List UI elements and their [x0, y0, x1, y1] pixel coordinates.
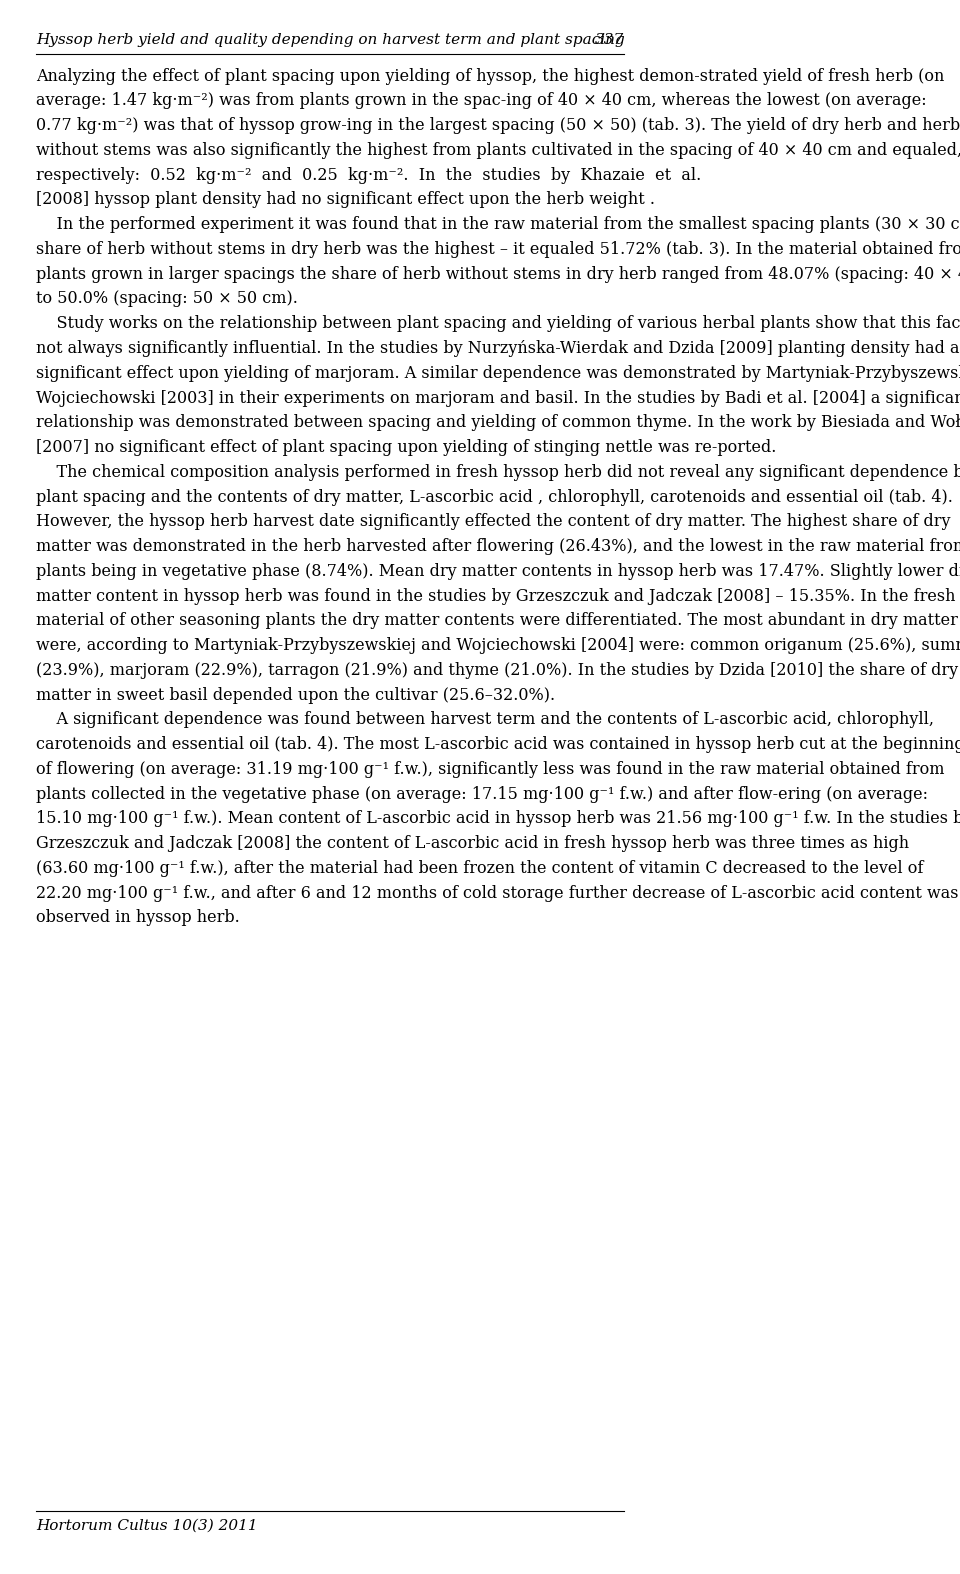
Text: Study works on the relationship between plant spacing and yielding of various he: Study works on the relationship between … [36, 315, 960, 332]
Text: Grzeszczuk and Jadczak [2008] the content of L-ascorbic acid in fresh hyssop her: Grzeszczuk and Jadczak [2008] the conten… [36, 836, 909, 852]
Text: without stems was also significantly the highest from plants cultivated in the s: without stems was also significantly the… [36, 142, 960, 159]
Text: 15.10 mg·100 g⁻¹ f.w.). Mean content of L-ascorbic acid in hyssop herb was 21.56: 15.10 mg·100 g⁻¹ f.w.). Mean content of … [36, 811, 960, 828]
Text: Analyzing the effect of plant spacing upon yielding of hyssop, the highest demon: Analyzing the effect of plant spacing up… [36, 68, 945, 85]
Text: Hortorum Cultus 10(3) 2011: Hortorum Cultus 10(3) 2011 [36, 1519, 257, 1533]
Text: 337: 337 [594, 33, 624, 47]
Text: [2007] no significant effect of plant spacing upon yielding of stinging nettle w: [2007] no significant effect of plant sp… [36, 439, 777, 456]
Text: Wojciechowski [2003] in their experiments on marjoram and basil. In the studies : Wojciechowski [2003] in their experiment… [36, 389, 960, 406]
Text: plants collected in the vegetative phase (on average: 17.15 mg·100 g⁻¹ f.w.) and: plants collected in the vegetative phase… [36, 785, 928, 803]
Text: carotenoids and essential oil (tab. 4). The most L-ascorbic acid was contained i: carotenoids and essential oil (tab. 4). … [36, 737, 960, 752]
Text: material of other seasoning plants the dry matter contents were differentiated. : material of other seasoning plants the d… [36, 612, 958, 630]
Text: share of herb without stems in dry herb was the highest – it equaled 51.72% (tab: share of herb without stems in dry herb … [36, 241, 960, 258]
Text: matter content in hyssop herb was found in the studies by Grzeszczuk and Jadczak: matter content in hyssop herb was found … [36, 587, 960, 604]
Text: The chemical composition analysis performed in fresh hyssop herb did not reveal : The chemical composition analysis perfor… [36, 464, 960, 480]
Text: plant spacing and the contents of dry matter, L-ascorbic acid , chlorophyll, car: plant spacing and the contents of dry ma… [36, 488, 952, 505]
Text: plants being in vegetative phase (8.74%). Mean dry matter contents in hyssop her: plants being in vegetative phase (8.74%)… [36, 563, 960, 579]
Text: (23.9%), marjoram (22.9%), tarragon (21.9%) and thyme (21.0%). In the studies by: (23.9%), marjoram (22.9%), tarragon (21.… [36, 661, 958, 678]
Text: to 50.0% (spacing: 50 × 50 cm).: to 50.0% (spacing: 50 × 50 cm). [36, 291, 298, 307]
Text: [2008] hyssop plant density had no significant effect upon the herb weight .: [2008] hyssop plant density had no signi… [36, 192, 655, 208]
Text: were, according to Martyniak-Przybyszewskiej and Wojciechowski [2004] were: comm: were, according to Martyniak-Przybyszews… [36, 637, 960, 655]
Text: 22.20 mg·100 g⁻¹ f.w., and after 6 and 12 months of cold storage further decreas: 22.20 mg·100 g⁻¹ f.w., and after 6 and 1… [36, 885, 958, 902]
Text: (63.60 mg·100 g⁻¹ f.w.), after the material had been frozen the content of vitam: (63.60 mg·100 g⁻¹ f.w.), after the mater… [36, 859, 924, 877]
Text: significant effect upon yielding of marjoram. A similar dependence was demonstra: significant effect upon yielding of marj… [36, 365, 960, 382]
Text: plants grown in larger spacings the share of herb without stems in dry herb rang: plants grown in larger spacings the shar… [36, 266, 960, 283]
Text: Hyssop herb yield and quality depending on harvest term and plant spacing: Hyssop herb yield and quality depending … [36, 33, 625, 47]
Text: of flowering (on average: 31.19 mg·100 g⁻¹ f.w.), significantly less was found i: of flowering (on average: 31.19 mg·100 g… [36, 760, 945, 778]
Text: not always significantly influential. In the studies by Nurzyńska-Wierdak and Dz: not always significantly influential. In… [36, 340, 959, 357]
Text: In the performed experiment it was found that in the raw material from the small: In the performed experiment it was found… [36, 216, 960, 233]
Text: average: 1.47 kg·m⁻²) was from plants grown in the spac-ing of 40 × 40 cm, where: average: 1.47 kg·m⁻²) was from plants gr… [36, 93, 926, 110]
Text: A significant dependence was found between harvest term and the contents of L-as: A significant dependence was found betwe… [36, 711, 934, 729]
Text: respectively:  0.52  kg·m⁻²  and  0.25  kg·m⁻².  In  the  studies  by  Khazaie  : respectively: 0.52 kg·m⁻² and 0.25 kg·m⁻… [36, 167, 701, 184]
Text: relationship was demonstrated between spacing and yielding of common thyme. In t: relationship was demonstrated between sp… [36, 414, 960, 431]
Text: matter was demonstrated in the herb harvested after flowering (26.43%), and the : matter was demonstrated in the herb harv… [36, 538, 960, 556]
Text: matter in sweet basil depended upon the cultivar (25.6–32.0%).: matter in sweet basil depended upon the … [36, 686, 555, 704]
Text: 0.77 kg·m⁻²) was that of hyssop grow-ing in the largest spacing (50 × 50) (tab. : 0.77 kg·m⁻²) was that of hyssop grow-ing… [36, 116, 960, 134]
Text: However, the hyssop herb harvest date significantly effected the content of dry : However, the hyssop herb harvest date si… [36, 513, 950, 530]
Text: observed in hyssop herb.: observed in hyssop herb. [36, 910, 240, 927]
